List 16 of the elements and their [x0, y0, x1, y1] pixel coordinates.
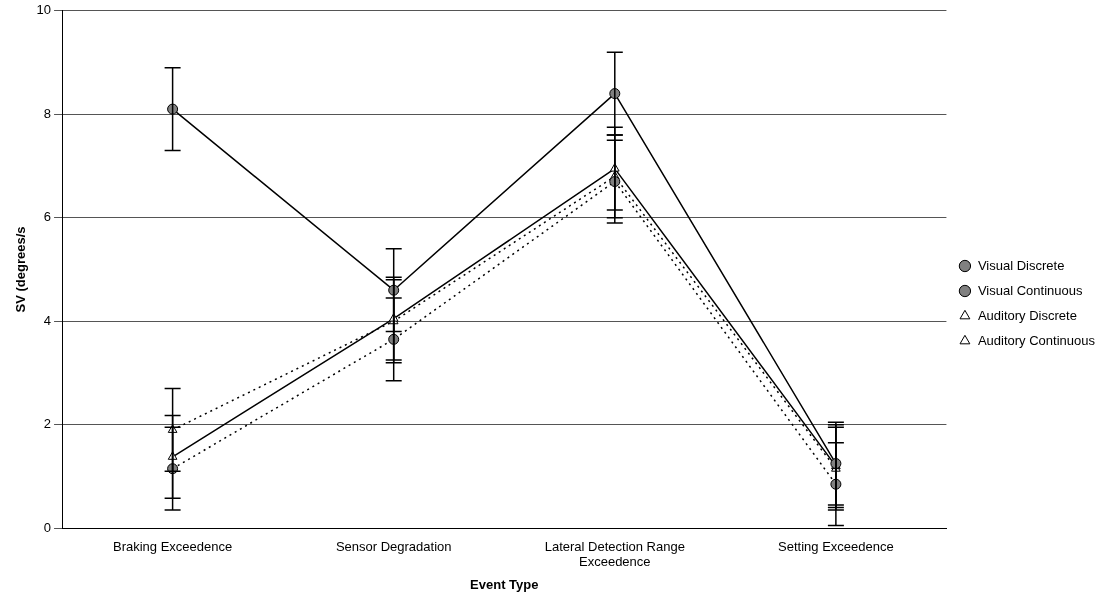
y-tick-label: 2 — [43, 416, 52, 432]
y-tick-label: 0 — [43, 519, 52, 535]
x-axis-title: Event Type — [470, 576, 539, 592]
y-tick-label: 8 — [43, 105, 52, 121]
legend-label: Visual Discrete — [977, 257, 1065, 273]
y-tick-label: 10 — [36, 2, 52, 18]
x-tick-label: Lateral Detection Range Exceedence — [544, 538, 685, 570]
legend-label: Auditory Discrete — [977, 307, 1077, 323]
x-tick-label: Braking Exceedence — [112, 538, 233, 554]
y-tick-label: 6 — [43, 209, 52, 225]
x-tick-label: Setting Exceedence — [778, 538, 894, 554]
y-axis-title: SV (degrees/s — [13, 226, 29, 313]
x-tick-label: Sensor Degradation — [335, 538, 452, 554]
legend-label: Visual Continuous — [977, 282, 1083, 298]
y-tick-label: 4 — [43, 312, 52, 328]
legend-label: Auditory Continuous — [977, 332, 1096, 348]
